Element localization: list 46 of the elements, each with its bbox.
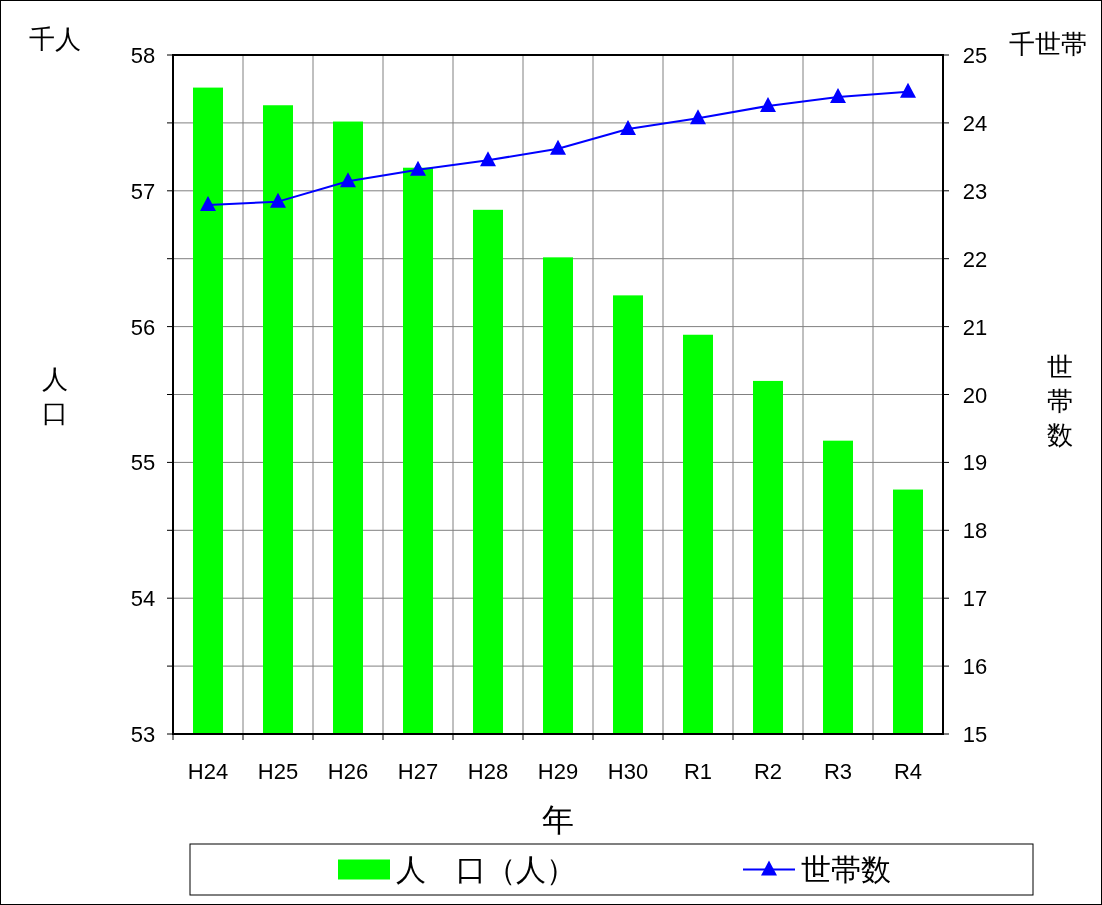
y-tick-label: 57 xyxy=(130,178,156,204)
x-axis-title: 年 xyxy=(542,802,574,838)
point xyxy=(900,82,916,98)
y2-tick-label: 15 xyxy=(962,722,988,747)
x-tick-label: R2 xyxy=(753,759,783,784)
y2-tick-label: 17 xyxy=(962,586,988,612)
y2-tick-label: 16 xyxy=(962,654,988,680)
point xyxy=(410,160,426,176)
y2-tick-label: 21 xyxy=(962,314,988,340)
y2-tick-label: 22 xyxy=(962,246,988,272)
y-tick-label: 55 xyxy=(130,450,156,476)
legend-label: 人 口（人） xyxy=(396,852,576,886)
point xyxy=(270,192,286,208)
point xyxy=(760,96,776,112)
y2-tick-label: 20 xyxy=(962,382,988,408)
x-tick-label: H28 xyxy=(467,759,509,784)
point xyxy=(620,120,636,136)
y2-tick-label: 25 xyxy=(962,43,988,68)
y2-tick-label: 18 xyxy=(962,518,988,544)
y-axis-title: 人口 xyxy=(42,364,68,429)
point xyxy=(200,196,216,212)
x-tick-label: H27 xyxy=(397,759,439,784)
x-tick-label: H30 xyxy=(607,759,649,784)
text: 千人 xyxy=(29,24,81,54)
y2-tick-label: 24 xyxy=(962,110,988,136)
point xyxy=(690,109,706,125)
point xyxy=(480,151,496,167)
point xyxy=(550,139,566,155)
y-tick-label: 54 xyxy=(130,586,156,612)
y2-tick-label: 19 xyxy=(962,450,988,476)
y2-axis-title: 世帯数 xyxy=(1047,352,1073,450)
x-tick-label: H29 xyxy=(537,759,579,784)
x-tick-label: R1 xyxy=(683,759,713,784)
x-tick-label: H24 xyxy=(187,759,229,784)
x-tick-label: H26 xyxy=(327,759,369,784)
x-tick-label: R3 xyxy=(823,759,853,784)
y-tick-label: 58 xyxy=(130,43,156,68)
legend-label: 世帯数 xyxy=(801,852,891,886)
y-tick-label: 53 xyxy=(130,722,156,747)
y2-tick-label: 23 xyxy=(962,178,988,204)
text: 千世帯 xyxy=(1009,29,1087,59)
x-tick-label: R4 xyxy=(893,759,923,784)
x-tick-label: H25 xyxy=(257,759,299,784)
y-tick-label: 56 xyxy=(130,314,156,340)
point xyxy=(830,88,846,104)
point xyxy=(340,172,356,188)
